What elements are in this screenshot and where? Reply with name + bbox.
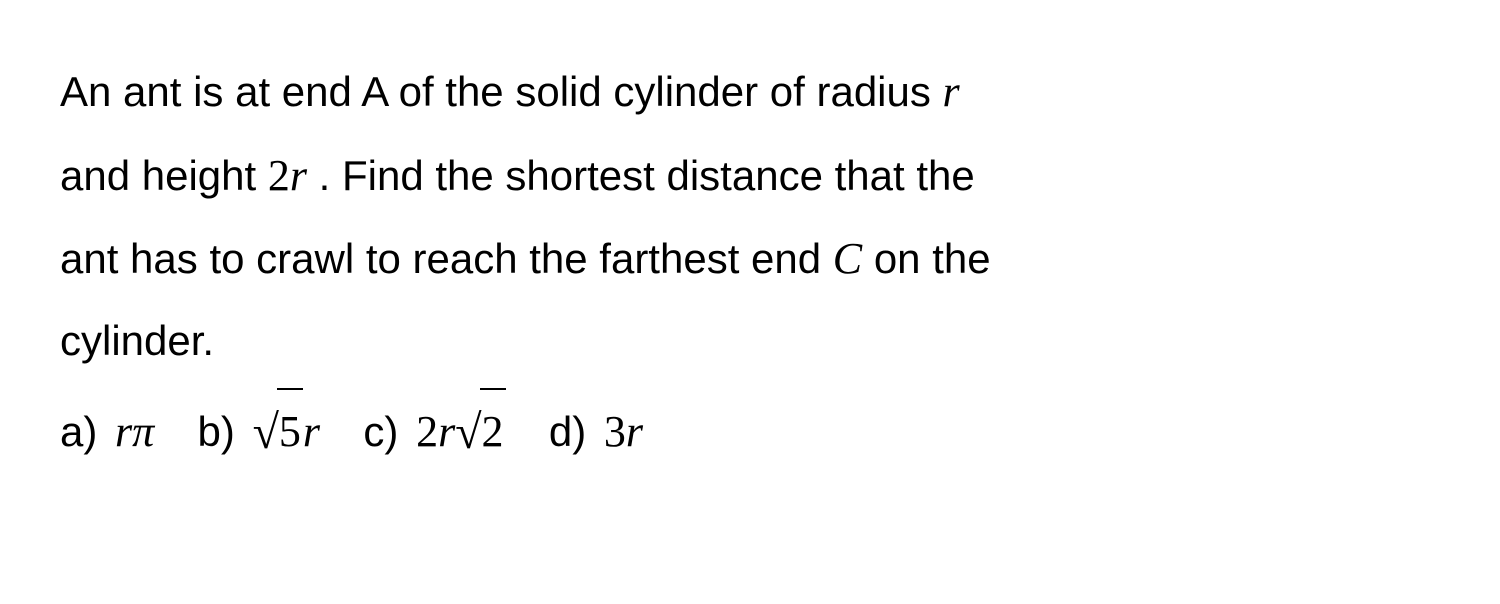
- option-c-label: c): [363, 408, 398, 455]
- text-segment: An ant is at end A of the solid cylinder…: [60, 68, 943, 115]
- option-a-label: a): [60, 408, 97, 455]
- math-number: 3: [604, 407, 626, 456]
- math-variable-r: r: [626, 407, 643, 456]
- math-variable-r: r: [115, 407, 132, 456]
- sqrt-symbol-icon: √: [455, 387, 481, 478]
- sqrt-symbol-icon: √: [253, 387, 279, 478]
- math-variable-c: C: [833, 234, 862, 283]
- text-segment: . Find the shortest distance that the: [319, 152, 975, 199]
- math-number: 2: [268, 151, 290, 200]
- sqrt-expression: √ 2: [455, 385, 505, 476]
- math-variable-r: r: [290, 151, 307, 200]
- question-body: An ant is at end A of the solid cylinder…: [60, 50, 1440, 381]
- sqrt-expression: √ 5: [253, 385, 303, 476]
- math-variable-r: r: [438, 407, 455, 456]
- math-variable-r: r: [303, 407, 320, 456]
- text-segment: ant has to crawl to reach the farthest e…: [60, 235, 833, 282]
- option-d-label: d): [549, 408, 586, 455]
- sqrt-radicand: 2: [480, 388, 506, 474]
- math-variable-r: r: [943, 67, 960, 116]
- sqrt-radicand: 5: [277, 388, 303, 474]
- text-segment: and height: [60, 152, 268, 199]
- math-pi: π: [132, 407, 154, 456]
- option-b-label: b): [198, 408, 235, 455]
- text-segment: cylinder.: [60, 317, 214, 364]
- math-number: 2: [416, 407, 438, 456]
- answer-options: a) rπ b) √ 5 r c) 2r √ 2 d) 3r: [60, 385, 1440, 476]
- text-segment: on the: [874, 235, 991, 282]
